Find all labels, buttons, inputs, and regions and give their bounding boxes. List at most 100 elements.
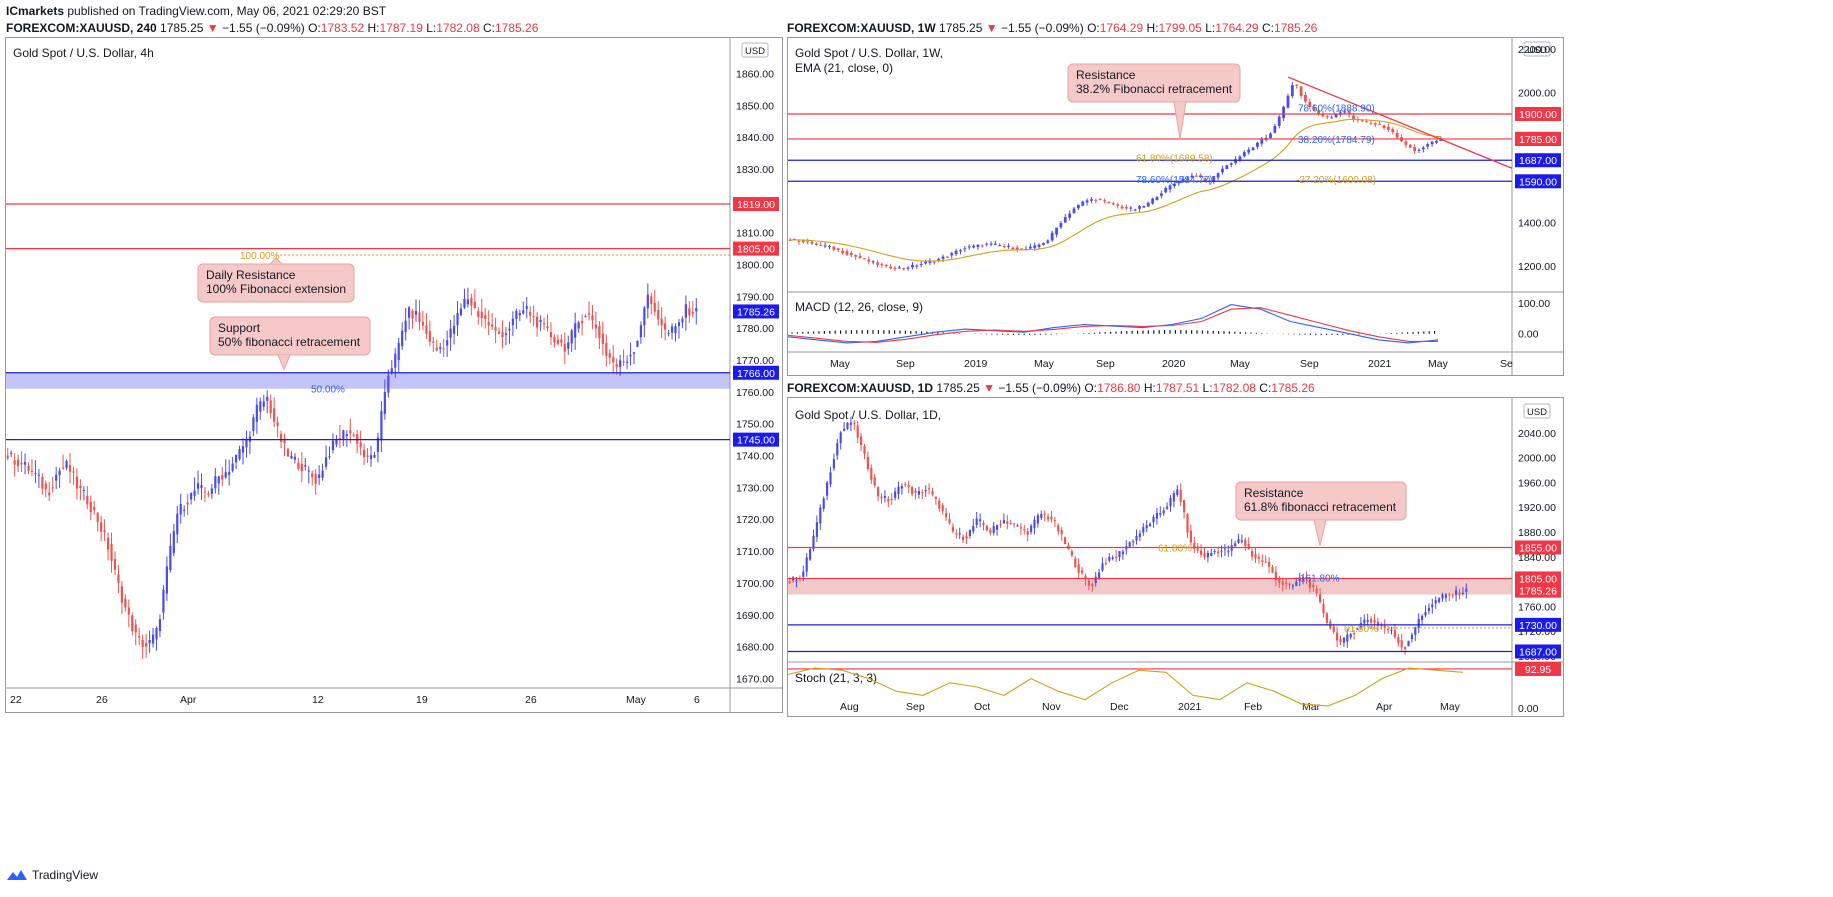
candle-body <box>293 456 297 460</box>
candle-body <box>950 253 954 256</box>
candle-body <box>1421 147 1425 150</box>
candle-body <box>1247 149 1251 153</box>
chart-panel-1d[interactable]: Gold Spot / U.S. Dollar, 1D, Stoch (21, … <box>787 397 1564 717</box>
resistance-note-pointer <box>1313 519 1327 546</box>
chart-title: Gold Spot / U.S. Dollar, 1D, <box>795 408 942 422</box>
y-tick-label: 1800.00 <box>736 260 774 272</box>
candle-body <box>941 505 944 512</box>
candle-body <box>889 266 893 269</box>
candle-body <box>169 546 172 571</box>
chart-canvas-4h[interactable]: USD1860.001850.001840.001830.001820.0018… <box>6 38 782 712</box>
candle-body <box>951 526 954 532</box>
chart-panel-1w[interactable]: Gold Spot / U.S. Dollar, 1W, EMA (21, cl… <box>787 37 1564 376</box>
candle-body <box>6 455 9 459</box>
candle-body <box>646 294 649 309</box>
fib-label: 61.80% <box>1344 624 1378 635</box>
candle-body <box>1081 201 1085 206</box>
candle-body <box>255 404 258 422</box>
candle-body <box>1366 620 1369 622</box>
candle-body <box>442 348 445 350</box>
symbol-bar-1w: FOREXCOM:XAUUSD, 1W 1785.25 ▼ −1.55 (−0.… <box>787 21 1318 35</box>
candle-body <box>928 260 932 263</box>
candle-body <box>183 509 186 511</box>
x-tick-label: 2020 <box>1162 358 1186 370</box>
candle-body <box>193 490 196 496</box>
candle-body <box>252 417 255 431</box>
candle-body <box>906 267 910 269</box>
candle-body <box>1213 551 1216 553</box>
brand-name: ICmarkets <box>6 4 65 18</box>
candle-body <box>1026 530 1029 535</box>
candle-body <box>356 434 359 444</box>
candle-body <box>13 460 16 465</box>
fib-label: -27.20%(1600.08) <box>1296 175 1376 186</box>
price-tag: 1785.00 <box>1519 134 1557 146</box>
candle-body <box>877 486 880 497</box>
candle-body <box>1090 199 1093 201</box>
candle-body <box>1229 163 1233 165</box>
candle-body <box>190 492 193 500</box>
candle-body <box>1116 204 1120 206</box>
candle-body <box>1190 175 1194 178</box>
x-tick-label: Aug <box>840 701 859 713</box>
candle-body <box>1129 207 1133 209</box>
candle-body <box>846 422 849 429</box>
candle-body <box>155 627 158 640</box>
candle-body <box>1120 206 1124 209</box>
candle-body <box>622 361 625 363</box>
candle-body <box>639 325 643 338</box>
candle-body <box>1145 525 1148 529</box>
candle-body <box>1342 637 1345 643</box>
candle-body <box>491 324 494 327</box>
chart-panel-4h[interactable]: Gold Spot / U.S. Dollar, 4h USD 1860.00 18… <box>5 37 783 713</box>
candle-body <box>1373 123 1377 125</box>
candle-body <box>1274 571 1277 581</box>
candle-body <box>1390 629 1393 631</box>
candle-body <box>802 571 805 577</box>
candle-body <box>1295 84 1299 86</box>
candle-body <box>93 507 96 511</box>
low-value: 1782.08 <box>436 21 480 35</box>
candle-body <box>1020 248 1024 250</box>
candle-body <box>387 375 390 393</box>
candle-body <box>411 310 414 319</box>
candle-body <box>20 462 23 465</box>
candle-body <box>228 472 231 475</box>
candle-body <box>832 459 835 469</box>
daily-resistance-note-line1: Daily Resistance <box>206 268 296 282</box>
candle-body <box>203 491 207 493</box>
candle-body <box>1016 525 1019 527</box>
candle-body <box>1050 516 1053 520</box>
candle-body <box>1013 523 1016 525</box>
tradingview-footer[interactable]: TradingView <box>6 868 98 882</box>
candle-body <box>1206 553 1209 558</box>
candle-body <box>1155 197 1159 201</box>
candle-body <box>1186 514 1189 533</box>
stoch-tag: 92.95 <box>1525 664 1551 676</box>
open-value: 1783.52 <box>320 21 365 35</box>
y-tick-label: 1840.00 <box>1518 552 1556 564</box>
chart-canvas-1d[interactable]: USD 2040.00 2000.00 1960.00 1920.00 1880.00 18… <box>788 398 1563 716</box>
candle-body <box>1179 490 1182 502</box>
chart-canvas-1w[interactable]: USD2200.002000.001800.001600.001400.0012… <box>788 38 1563 375</box>
candle-body <box>345 434 348 437</box>
candle-body <box>677 322 681 326</box>
currency-badge <box>741 42 769 58</box>
candle-body <box>931 491 934 495</box>
candle-body <box>1177 182 1181 184</box>
candle-body <box>1365 121 1368 123</box>
candle-body <box>446 340 449 346</box>
candle-body <box>1037 244 1041 248</box>
down-arrow-icon: ▼ <box>206 21 219 35</box>
price-tag-bg <box>733 432 779 447</box>
candle-body <box>397 342 400 361</box>
y-tick-label: 1680.00 <box>736 642 774 654</box>
stoch-tick-label: 0.00 <box>1518 703 1539 715</box>
candle-body <box>1094 199 1098 201</box>
candle-body <box>1451 594 1454 596</box>
candle-body <box>1203 553 1206 558</box>
candle-body <box>1023 529 1026 531</box>
close-value: 1785.26 <box>494 21 539 35</box>
candle-body <box>560 339 563 343</box>
fib-label: 61.80% <box>1158 543 1192 554</box>
